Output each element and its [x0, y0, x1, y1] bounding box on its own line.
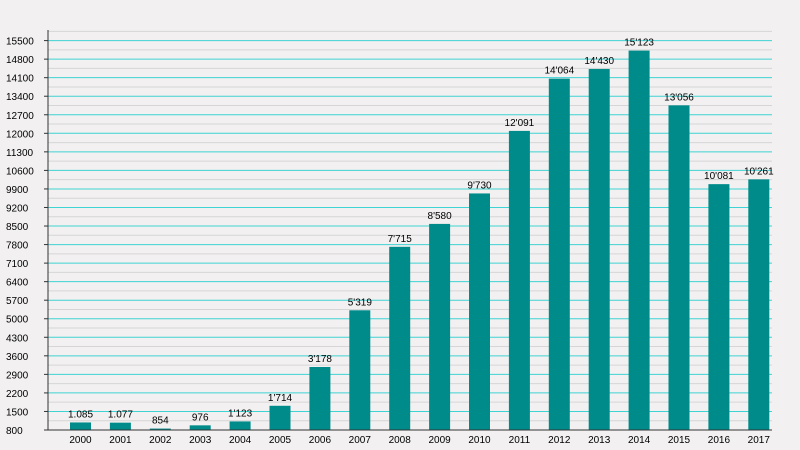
bar-2009: [429, 223, 451, 430]
data-label-2008: 7'715: [388, 234, 413, 245]
data-label-2010: 9'730: [467, 180, 492, 191]
x-tick-label-2004: 2004: [229, 435, 252, 446]
x-tick-label-2014: 2014: [628, 435, 651, 446]
y-tick-label: 11300: [6, 148, 34, 159]
data-label-2004: 1'123: [228, 408, 253, 419]
bar-2015: [668, 105, 690, 431]
x-tick-label-2008: 2008: [389, 435, 412, 446]
bar-2012: [548, 78, 570, 430]
x-tick-label-2000: 2000: [69, 435, 92, 446]
y-tick-label: 6400: [6, 278, 29, 289]
x-tick-label-2003: 2003: [189, 435, 212, 446]
y-tick-label: 9900: [6, 185, 29, 196]
data-label-2005: 1'714: [268, 393, 293, 404]
x-tick-label-2001: 2001: [109, 435, 132, 446]
y-tick-label: 3600: [6, 352, 29, 363]
data-label-2000: 1.085: [68, 409, 93, 420]
y-tick-label: 7100: [6, 259, 29, 270]
data-label-2006: 3'178: [308, 354, 333, 365]
y-tick-label: 12700: [6, 111, 34, 122]
data-label-2002: 854: [152, 416, 169, 427]
bar-2017: [748, 179, 770, 430]
bar-2013: [588, 68, 610, 430]
bar-2010: [469, 193, 490, 430]
data-label-2001: 1.077: [108, 410, 133, 421]
data-label-2012: 14'064: [544, 66, 574, 77]
data-label-2017: 10'261: [744, 166, 774, 177]
bar-2004: [229, 421, 251, 430]
y-tick-label: 4300: [6, 333, 29, 344]
data-label-2011: 12'091: [505, 118, 535, 129]
x-tick-label-2007: 2007: [349, 435, 372, 446]
labels: 800 1500 2200 2900 3600 4300 5000 5700 6400 7100 7…: [6, 37, 774, 446]
data-label-2016: 10'081: [704, 171, 734, 182]
x-tick-label-2013: 2013: [588, 435, 611, 446]
data-label-2007: 5'319: [348, 297, 373, 308]
data-label-2009: 8'580: [428, 211, 453, 222]
y-tick-label: 1500: [6, 407, 29, 418]
axes: [44, 30, 772, 431]
bar-2011: [508, 130, 530, 430]
y-tick-label: 14800: [6, 55, 34, 66]
data-label-2013: 14'430: [584, 56, 614, 67]
y-tick-label: 12000: [6, 129, 34, 140]
bar-2006: [309, 367, 331, 430]
data-label-2015: 13'056: [664, 92, 694, 103]
bar-2005: [269, 405, 291, 430]
bar-2002: [149, 428, 171, 430]
y-tick-label: 14100: [6, 74, 34, 85]
x-tick-label-2012: 2012: [548, 435, 571, 446]
x-tick-label-2015: 2015: [668, 435, 691, 446]
y-tick-label: 2900: [6, 370, 29, 381]
y-tick-label: 2200: [6, 389, 29, 400]
x-tick-label-2017: 2017: [748, 435, 771, 446]
y-tick-label: 8500: [6, 222, 29, 233]
x-tick-label-2010: 2010: [468, 435, 491, 446]
x-tick-label-2011: 2011: [509, 435, 531, 446]
data-label-2014: 15'123: [624, 38, 654, 49]
bar-2003: [189, 425, 211, 430]
bar-2008: [389, 246, 411, 430]
bars: [70, 50, 770, 431]
x-tick-label-2006: 2006: [309, 435, 332, 446]
y-tick-label: 13400: [6, 92, 34, 103]
x-tick-label-2009: 2009: [428, 435, 451, 446]
y-tick-label: 10600: [6, 166, 34, 177]
x-tick-label-2016: 2016: [708, 435, 731, 446]
bar-2016: [708, 184, 730, 430]
y-tick-label: 15500: [6, 37, 34, 48]
bar-2001: [109, 422, 131, 430]
y-tick-label: 5700: [6, 296, 29, 307]
y-tick-label: 7800: [6, 241, 29, 252]
bar-2007: [349, 310, 371, 430]
data-label-2003: 976: [192, 412, 209, 423]
x-tick-label-2002: 2002: [149, 435, 172, 446]
y-tick-label: 5000: [6, 315, 29, 326]
bar-2014: [628, 50, 650, 430]
x-tick-label-2005: 2005: [269, 435, 292, 446]
bar-2000: [70, 422, 91, 430]
y-tick-label: 800: [6, 426, 23, 437]
y-tick-label: 9200: [6, 203, 29, 214]
